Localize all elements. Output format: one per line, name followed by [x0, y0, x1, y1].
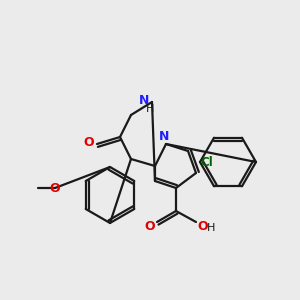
- Text: O: O: [84, 136, 94, 148]
- Text: N: N: [139, 94, 149, 106]
- Text: O: O: [50, 182, 60, 194]
- Text: H: H: [146, 104, 154, 114]
- Text: N: N: [159, 130, 169, 143]
- Text: H: H: [207, 223, 215, 233]
- Text: O: O: [198, 220, 208, 232]
- Text: Cl: Cl: [201, 155, 213, 169]
- Text: O: O: [145, 220, 155, 232]
